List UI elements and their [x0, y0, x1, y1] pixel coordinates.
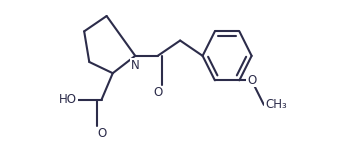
Text: N: N [131, 59, 139, 72]
Text: O: O [247, 74, 256, 87]
Text: HO: HO [59, 93, 77, 106]
Text: O: O [153, 87, 162, 100]
Text: CH₃: CH₃ [265, 98, 286, 111]
Text: O: O [97, 127, 106, 140]
